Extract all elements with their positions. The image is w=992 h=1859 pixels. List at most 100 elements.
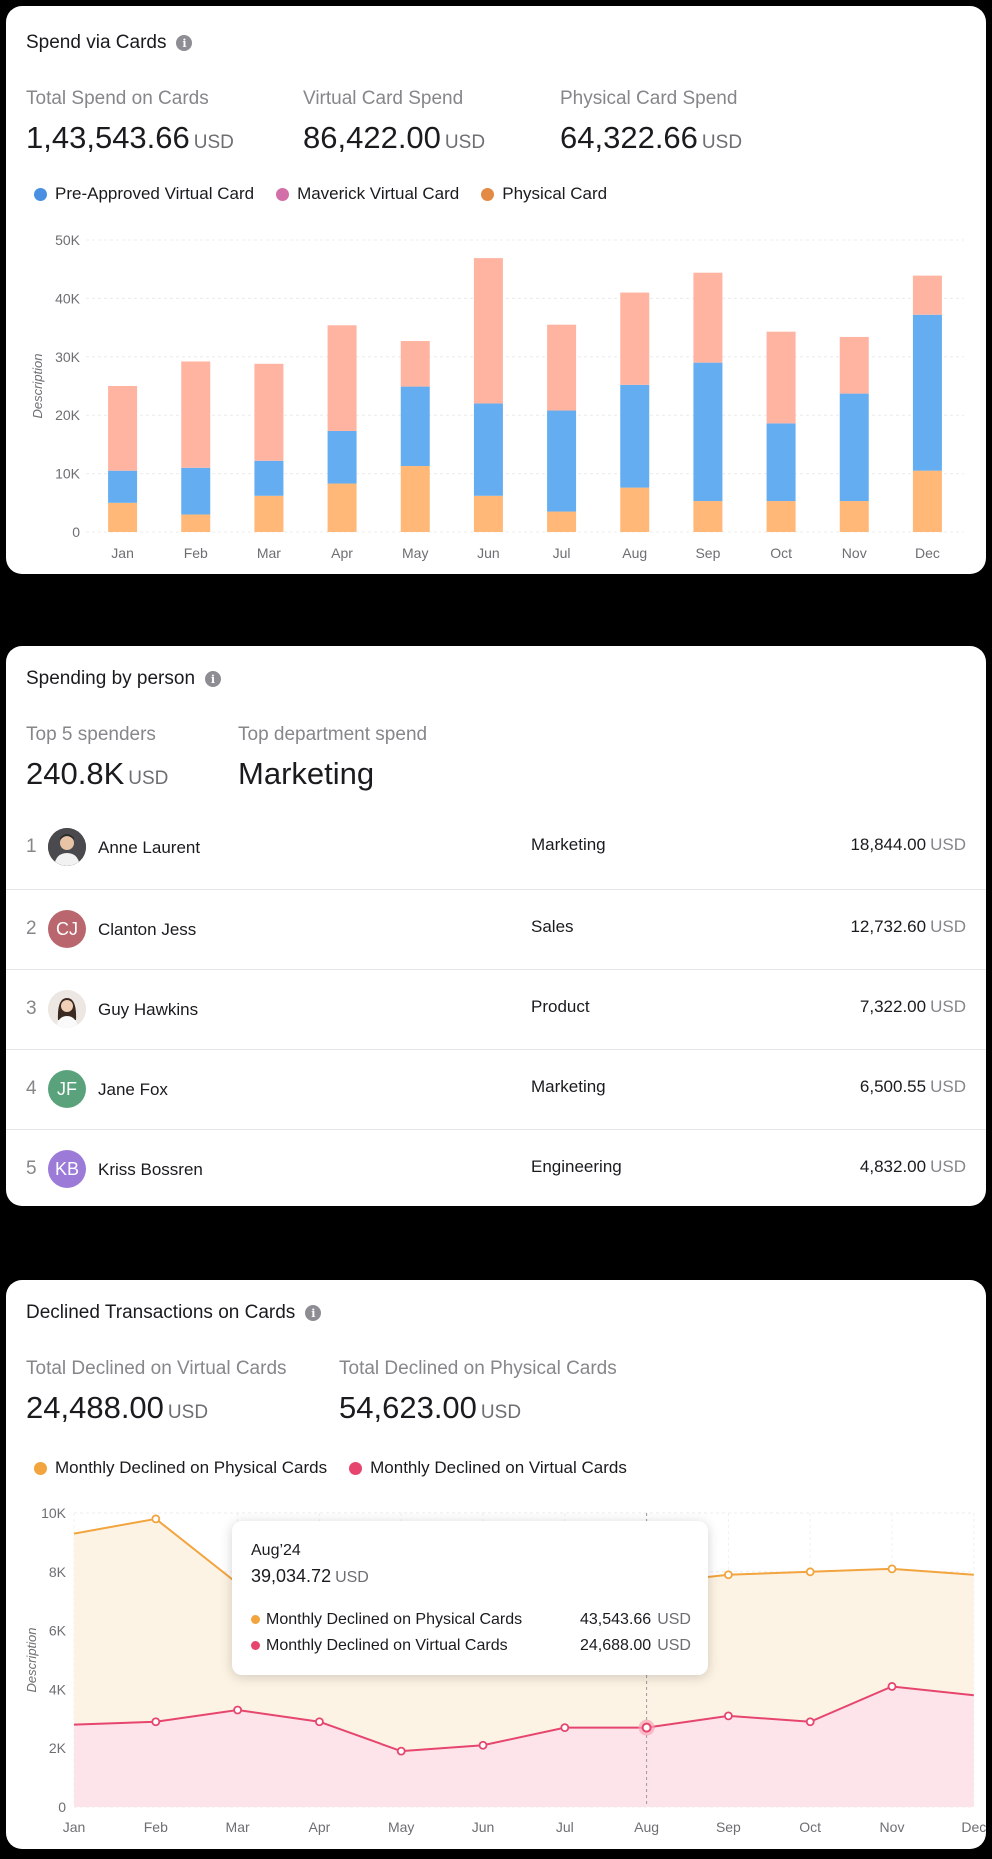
data-point bbox=[887, 1682, 897, 1691]
legend-item-physical-declined[interactable]: Monthly Declined on Physical Cards bbox=[34, 1458, 327, 1478]
bar-segment bbox=[254, 495, 284, 532]
x-tick-label: Mar bbox=[226, 1819, 250, 1835]
x-tick-label: Jun bbox=[472, 1819, 495, 1835]
spending-by-person-card: Spending by person i Top 5 spenders 240.… bbox=[6, 646, 986, 1206]
x-tick-label: Apr bbox=[331, 545, 353, 561]
stat-value: Marketing bbox=[238, 756, 375, 791]
tooltip-row-physical: Monthly Declined on Physical Cards 43,54… bbox=[251, 1611, 691, 1629]
y-tick-label: 4K bbox=[49, 1681, 67, 1697]
bar-segment bbox=[912, 275, 942, 315]
table-row[interactable]: 5 KB Kriss Bossren Engineering 4,832.00 U… bbox=[6, 1129, 986, 1206]
stat-declined-virtual: Total Declined on Virtual Cards 24,488.0… bbox=[26, 1358, 287, 1426]
x-tick-label: Sep bbox=[695, 545, 720, 561]
table-row[interactable]: 1 Anne Laurent Marketing 18,844.00 USD bbox=[6, 808, 986, 888]
stat-declined-physical: Total Declined on Physical Cards 54,623.… bbox=[339, 1358, 617, 1426]
bar-segment bbox=[473, 403, 503, 496]
x-tick-label: Jan bbox=[63, 1819, 86, 1835]
bar-segment bbox=[327, 483, 357, 532]
legend-dot bbox=[34, 187, 47, 201]
legend-item-virtual-declined[interactable]: Monthly Declined on Virtual Cards bbox=[349, 1458, 627, 1478]
y-axis-label: Description bbox=[30, 353, 45, 418]
table-row[interactable]: 4 JF Jane Fox Marketing 6,500.55 USD bbox=[6, 1049, 986, 1130]
table-row[interactable]: 3 Guy Hawkins Product 7,322.00 USD bbox=[6, 969, 986, 1050]
y-tick-label: 40K bbox=[55, 290, 81, 306]
stat-label: Top department spend bbox=[238, 724, 428, 745]
bar-segment bbox=[766, 423, 796, 502]
bar-segment bbox=[839, 501, 869, 532]
bar-segment bbox=[912, 314, 942, 471]
y-tick-label: 10K bbox=[55, 466, 81, 482]
stat-label: Top 5 spenders bbox=[26, 724, 156, 745]
x-tick-label: Oct bbox=[799, 1819, 821, 1835]
x-tick-label: Mar bbox=[257, 545, 281, 561]
person-name: Kriss Bossren bbox=[98, 1160, 203, 1179]
hover-point bbox=[641, 1722, 652, 1733]
avatar: JF bbox=[48, 1070, 86, 1108]
info-icon[interactable]: i bbox=[305, 1305, 322, 1321]
tooltip-dot bbox=[251, 1615, 260, 1625]
bar-segment bbox=[620, 384, 650, 488]
area-fill bbox=[74, 1686, 974, 1807]
stat-physical-spend: Physical Card Spend 64,322.66 USD bbox=[560, 88, 742, 156]
declined-title: Declined Transactions on Cards bbox=[26, 1302, 296, 1323]
avatar: KB bbox=[48, 1150, 86, 1188]
rank-number: 3 bbox=[26, 998, 37, 1019]
bar-segment bbox=[400, 386, 430, 467]
data-point bbox=[805, 1567, 815, 1577]
info-icon[interactable]: i bbox=[176, 35, 193, 51]
x-tick-label: Aug bbox=[634, 1819, 659, 1835]
stat-total-spend: Total Spend on Cards 1,43,543.66 USD bbox=[26, 88, 234, 156]
department: Marketing bbox=[531, 1077, 606, 1096]
bar-segment bbox=[620, 292, 650, 385]
bar-segment bbox=[693, 272, 723, 363]
spend-bar-chart: 0 10K 20K 30K 40K 50K Description Jan Feb Mar Apr M… bbox=[30, 232, 964, 561]
stat-label: Total Spend on Cards bbox=[26, 88, 209, 109]
bar-segment bbox=[547, 324, 577, 411]
tooltip-total: 39,034.72 USD bbox=[251, 1566, 369, 1586]
stat-label: Virtual Card Spend bbox=[303, 88, 464, 109]
y-tick-label: 30K bbox=[55, 349, 81, 365]
bar-segment bbox=[766, 331, 796, 424]
x-tick-label: Nov bbox=[880, 1819, 905, 1835]
person-title: Spending by person bbox=[26, 668, 196, 689]
amount: 12,732.60 USD bbox=[850, 917, 966, 936]
x-tick-label: Feb bbox=[144, 1819, 168, 1835]
y-tick-label: 6K bbox=[49, 1623, 67, 1639]
amount: 6,500.55 USD bbox=[859, 1077, 966, 1096]
avatar bbox=[48, 990, 86, 1028]
bar-segment bbox=[327, 325, 357, 431]
table-row[interactable]: 2 CJ Clanton Jess Sales 12,732.60 USD bbox=[6, 889, 986, 970]
legend-item-pre-approved[interactable]: Pre-Approved Virtual Card bbox=[34, 184, 254, 204]
y-tick-label: 0 bbox=[58, 1799, 66, 1815]
bar-segment bbox=[693, 362, 723, 502]
spend-title: Spend via Cards bbox=[26, 32, 167, 53]
x-tick-label: Jul bbox=[553, 545, 571, 561]
card-title: Declined Transactions on Cards i bbox=[26, 1302, 322, 1324]
info-icon[interactable]: i bbox=[205, 671, 222, 687]
tooltip-dot bbox=[251, 1641, 260, 1651]
stat-top-department: Top department spend Marketing bbox=[238, 724, 427, 792]
tooltip-title: Aug’24 bbox=[251, 1542, 301, 1559]
data-point bbox=[396, 1746, 406, 1756]
bar-segment bbox=[766, 501, 796, 532]
legend-dot bbox=[276, 187, 290, 201]
legend-item-physical[interactable]: Physical Card bbox=[481, 184, 607, 204]
legend-dot bbox=[349, 1461, 363, 1475]
bar-segment bbox=[839, 336, 869, 394]
bar-segment bbox=[400, 341, 430, 387]
avatar: CJ bbox=[48, 910, 86, 948]
rank-number: 5 bbox=[26, 1158, 37, 1179]
amount: 4,832.00 USD bbox=[859, 1157, 966, 1176]
stat-virtual-spend: Virtual Card Spend 86,422.00 USD bbox=[303, 88, 485, 156]
data-point bbox=[233, 1705, 243, 1715]
y-tick-label: 8K bbox=[49, 1564, 67, 1580]
card-title: Spending by person i bbox=[26, 668, 222, 690]
department: Engineering bbox=[531, 1157, 622, 1176]
x-tick-label: May bbox=[402, 545, 428, 561]
data-point bbox=[805, 1717, 815, 1727]
x-tick-label: Jun bbox=[477, 545, 500, 561]
stat-top-spenders: Top 5 spenders 240.8K USD bbox=[26, 724, 168, 792]
bar-segment bbox=[181, 514, 211, 532]
legend-item-maverick[interactable]: Maverick Virtual Card bbox=[276, 184, 459, 204]
data-point bbox=[560, 1723, 570, 1733]
